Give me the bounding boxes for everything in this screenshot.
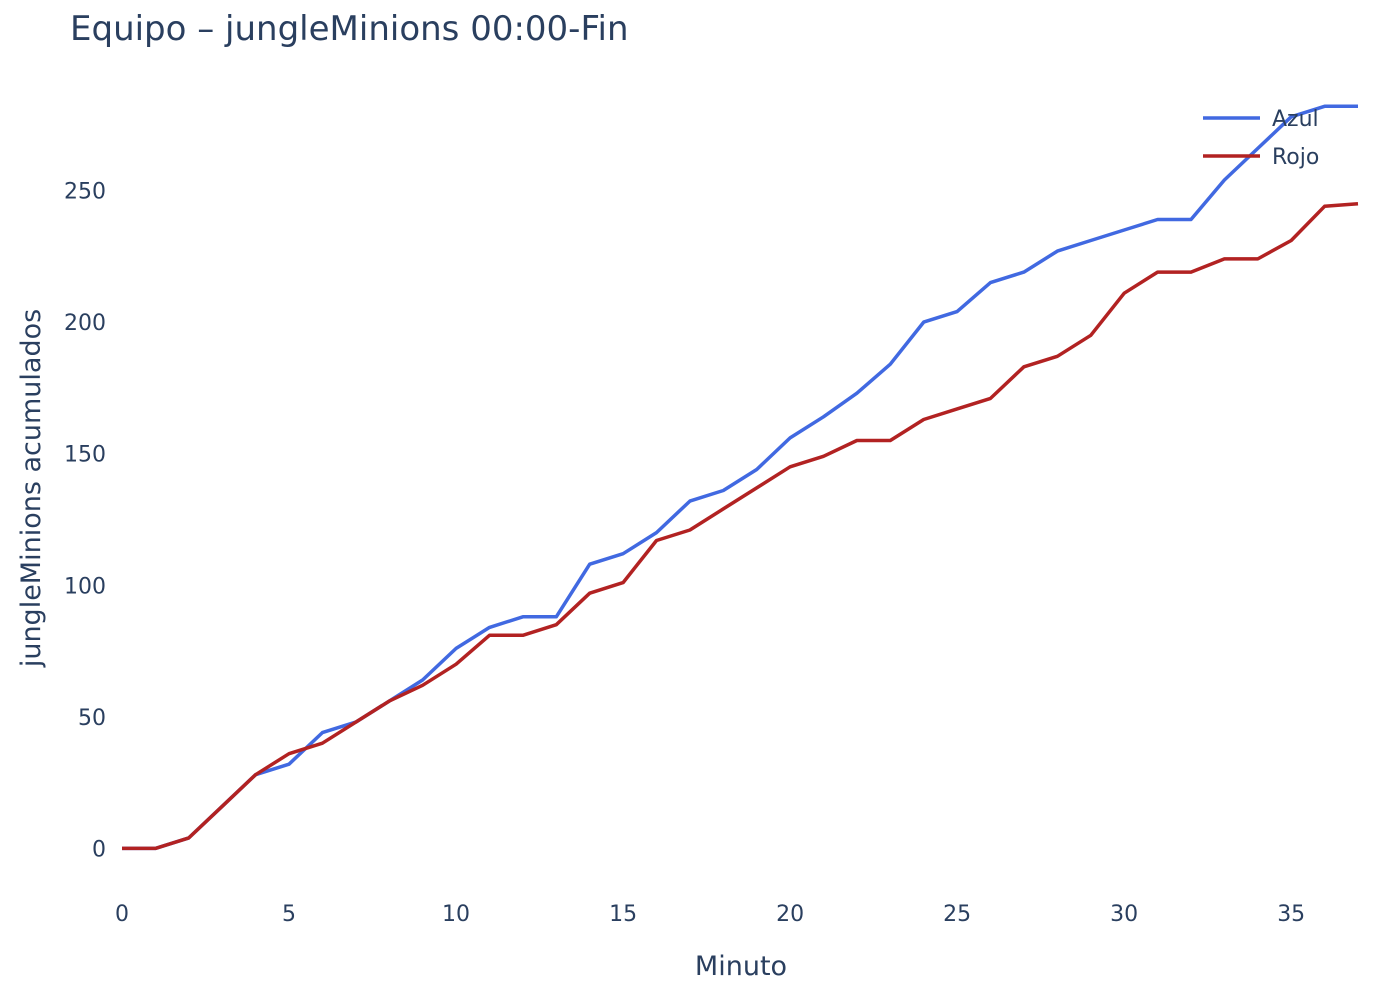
x-axis-title: Minuto <box>695 951 787 982</box>
x-tick-label: 0 <box>115 902 129 927</box>
legend-label-rojo[interactable]: Rojo <box>1272 145 1319 170</box>
series-line-azul <box>122 104 1358 851</box>
x-tick-label: 35 <box>1277 902 1305 927</box>
chart-title: Equipo – jungleMinions 00:00-Fin <box>70 9 629 49</box>
legend-label-azul[interactable]: Azul <box>1272 107 1319 132</box>
x-tick-label: 5 <box>282 902 296 927</box>
x-tick-label: 20 <box>776 902 804 927</box>
y-tick-label: 0 <box>92 837 106 862</box>
x-tick-label: 10 <box>442 902 470 927</box>
x-tick-label: 25 <box>943 902 971 927</box>
y-axis-ticks: 0 50 100 150 200 250 <box>64 180 106 863</box>
legend[interactable]: Azul Rojo <box>1203 107 1319 170</box>
y-tick-label: 100 <box>64 574 106 599</box>
y-tick-label: 150 <box>64 443 106 468</box>
y-tick-label: 200 <box>64 311 106 336</box>
x-tick-label: 30 <box>1110 902 1138 927</box>
x-axis-ticks: 0 5 10 15 20 25 30 35 <box>115 902 1305 927</box>
x-tick-label: 15 <box>609 902 637 927</box>
y-tick-label: 250 <box>64 180 106 205</box>
y-tick-label: 50 <box>78 706 106 731</box>
series-line-rojo <box>122 201 1359 851</box>
y-axis-title: jungleMinions acumulados <box>16 309 47 668</box>
series-lines <box>122 104 1359 851</box>
